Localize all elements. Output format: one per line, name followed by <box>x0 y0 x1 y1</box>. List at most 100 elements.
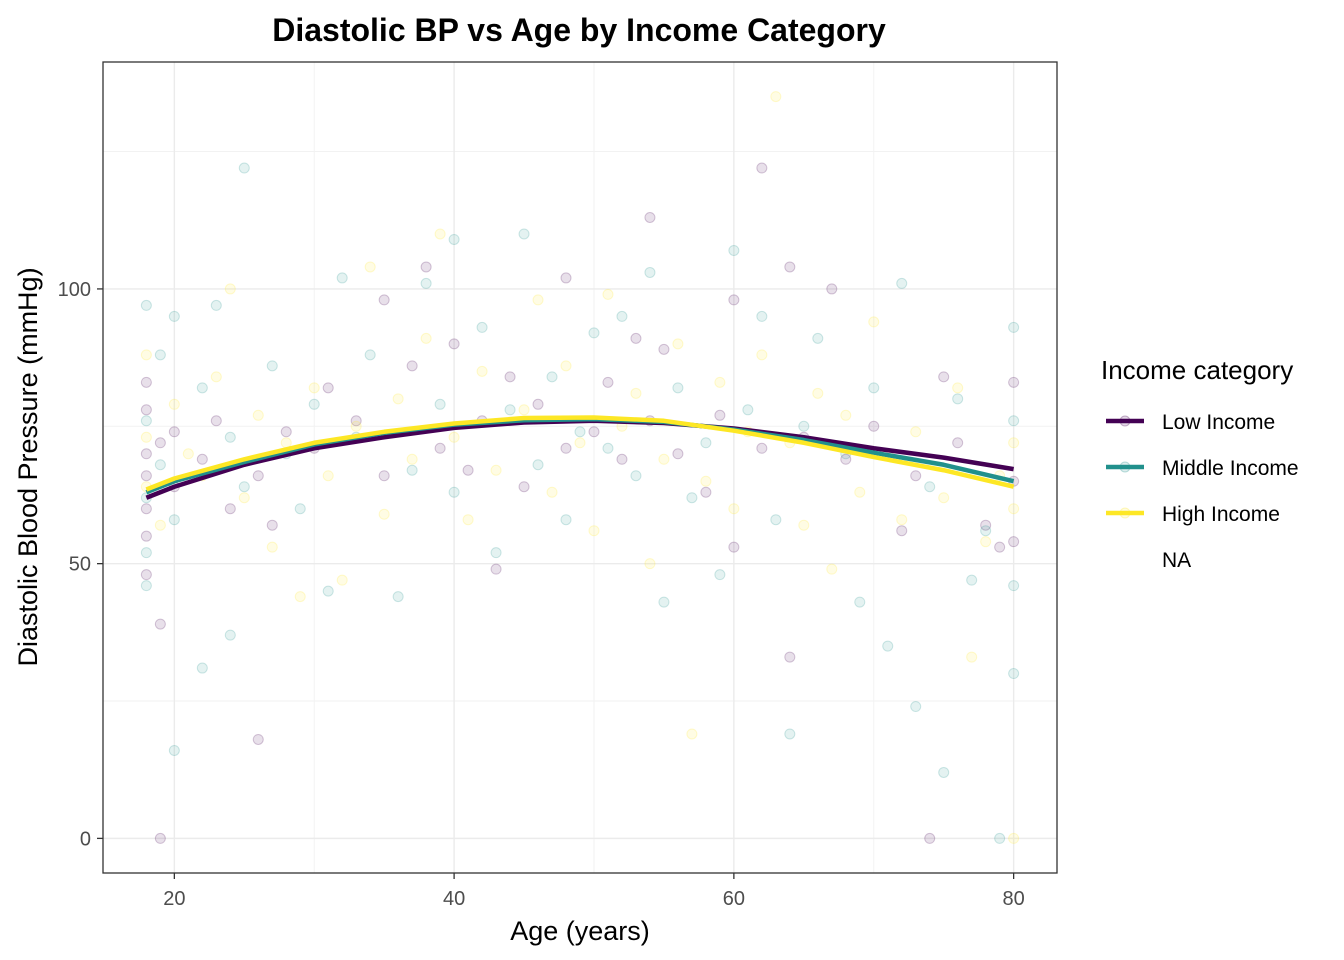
trend-lines <box>145 415 1015 500</box>
data-point-low-income <box>1008 536 1020 548</box>
data-point-middle-income <box>196 382 208 394</box>
data-point-low-income <box>896 525 908 537</box>
y-axis-title: Diastolic Blood Pressure (mmHg) <box>13 267 43 666</box>
data-point-middle-income <box>588 327 600 339</box>
data-point-middle-income <box>798 420 810 432</box>
data-point-middle-income <box>140 580 152 592</box>
legend-label-high-income: High Income <box>1162 503 1280 526</box>
data-point-middle-income <box>966 574 978 586</box>
data-point-high-income <box>308 382 320 394</box>
data-point-high-income <box>532 294 544 306</box>
data-point-middle-income <box>420 277 432 289</box>
data-point-low-income <box>350 415 362 427</box>
data-point-low-income <box>532 398 544 410</box>
data-point-low-income <box>322 382 334 394</box>
data-point-low-income <box>518 481 530 493</box>
data-point-middle-income <box>728 244 740 256</box>
data-point-low-income <box>490 563 502 575</box>
data-point-low-income <box>672 448 684 460</box>
data-point-high-income <box>560 360 572 372</box>
data-point-middle-income <box>980 525 992 537</box>
chart-title: Diastolic BP vs Age by Income Category <box>272 12 886 48</box>
data-point-high-income <box>392 393 404 405</box>
data-point-middle-income <box>616 310 628 322</box>
data-point-high-income <box>210 371 222 383</box>
data-point-middle-income <box>686 492 698 504</box>
data-point-low-income <box>756 442 768 454</box>
data-point-high-income <box>868 316 880 328</box>
data-point-low-income <box>210 415 222 427</box>
data-point-high-income <box>798 519 810 531</box>
data-point-low-income <box>224 503 236 515</box>
data-point-high-income <box>238 492 250 504</box>
data-point-middle-income <box>574 426 586 438</box>
data-point-middle-income <box>630 470 642 482</box>
data-point-middle-income <box>266 360 278 372</box>
data-point-high-income <box>756 349 768 361</box>
y-axis-ticks: 0 50 100 <box>58 279 103 850</box>
data-point-middle-income <box>476 321 488 333</box>
data-point-high-income <box>658 453 670 465</box>
data-point-high-income <box>420 332 432 344</box>
data-point-middle-income <box>784 728 796 740</box>
data-point-high-income <box>140 431 152 443</box>
data-point-middle-income <box>168 744 180 756</box>
legend-label-na: NA <box>1162 549 1191 572</box>
legend: Income category Low Income Middle Income H… <box>1101 355 1299 572</box>
data-point-low-income <box>756 162 768 174</box>
grid-minor <box>103 62 1057 873</box>
data-point-high-income <box>630 387 642 399</box>
data-point-low-income <box>504 371 516 383</box>
data-point-low-income <box>910 470 922 482</box>
data-point-middle-income <box>658 596 670 608</box>
data-point-middle-income <box>154 349 166 361</box>
data-point-high-income <box>770 91 782 103</box>
data-point-low-income <box>378 470 390 482</box>
data-point-high-income <box>224 283 236 295</box>
legend-label-middle-income: Middle Income <box>1162 457 1299 480</box>
data-point-low-income <box>952 437 964 449</box>
data-point-high-income <box>406 453 418 465</box>
data-point-low-income <box>560 442 572 454</box>
data-point-low-income <box>602 376 614 388</box>
data-point-low-income <box>980 519 992 531</box>
data-point-high-income <box>434 228 446 240</box>
data-point-high-income <box>588 525 600 537</box>
data-point-middle-income <box>1008 668 1020 680</box>
data-point-low-income <box>700 486 712 498</box>
data-point-high-income <box>672 338 684 350</box>
data-point-middle-income <box>392 591 404 603</box>
data-point-high-income <box>140 349 152 361</box>
data-point-low-income <box>994 541 1006 553</box>
data-point-high-income <box>462 514 474 526</box>
data-point-middle-income <box>434 398 446 410</box>
data-point-high-income <box>182 448 194 460</box>
x-tick-label: 60 <box>723 888 745 910</box>
data-point-middle-income <box>714 569 726 581</box>
data-point-low-income <box>252 470 264 482</box>
data-point-middle-income <box>868 382 880 394</box>
data-point-middle-income <box>672 382 684 394</box>
data-point-high-income <box>336 574 348 586</box>
data-point-high-income <box>686 728 698 740</box>
data-point-low-income <box>448 338 460 350</box>
data-point-middle-income <box>1008 580 1020 592</box>
data-point-low-income <box>252 733 264 745</box>
data-point-high-income <box>518 404 530 416</box>
data-point-middle-income <box>560 514 572 526</box>
data-point-middle-income <box>742 404 754 416</box>
data-point-high-income <box>266 541 278 553</box>
data-point-low-income <box>140 569 152 581</box>
data-point-middle-income <box>490 547 502 559</box>
data-point-high-income <box>378 508 390 520</box>
data-point-low-income <box>616 453 628 465</box>
data-point-high-income <box>896 514 908 526</box>
data-point-low-income <box>728 541 740 553</box>
data-point-low-income <box>784 651 796 663</box>
data-point-low-income <box>140 448 152 460</box>
data-point-middle-income <box>196 662 208 674</box>
data-point-low-income <box>560 272 572 284</box>
data-point-high-income <box>840 409 852 421</box>
data-point-high-income <box>350 420 362 432</box>
